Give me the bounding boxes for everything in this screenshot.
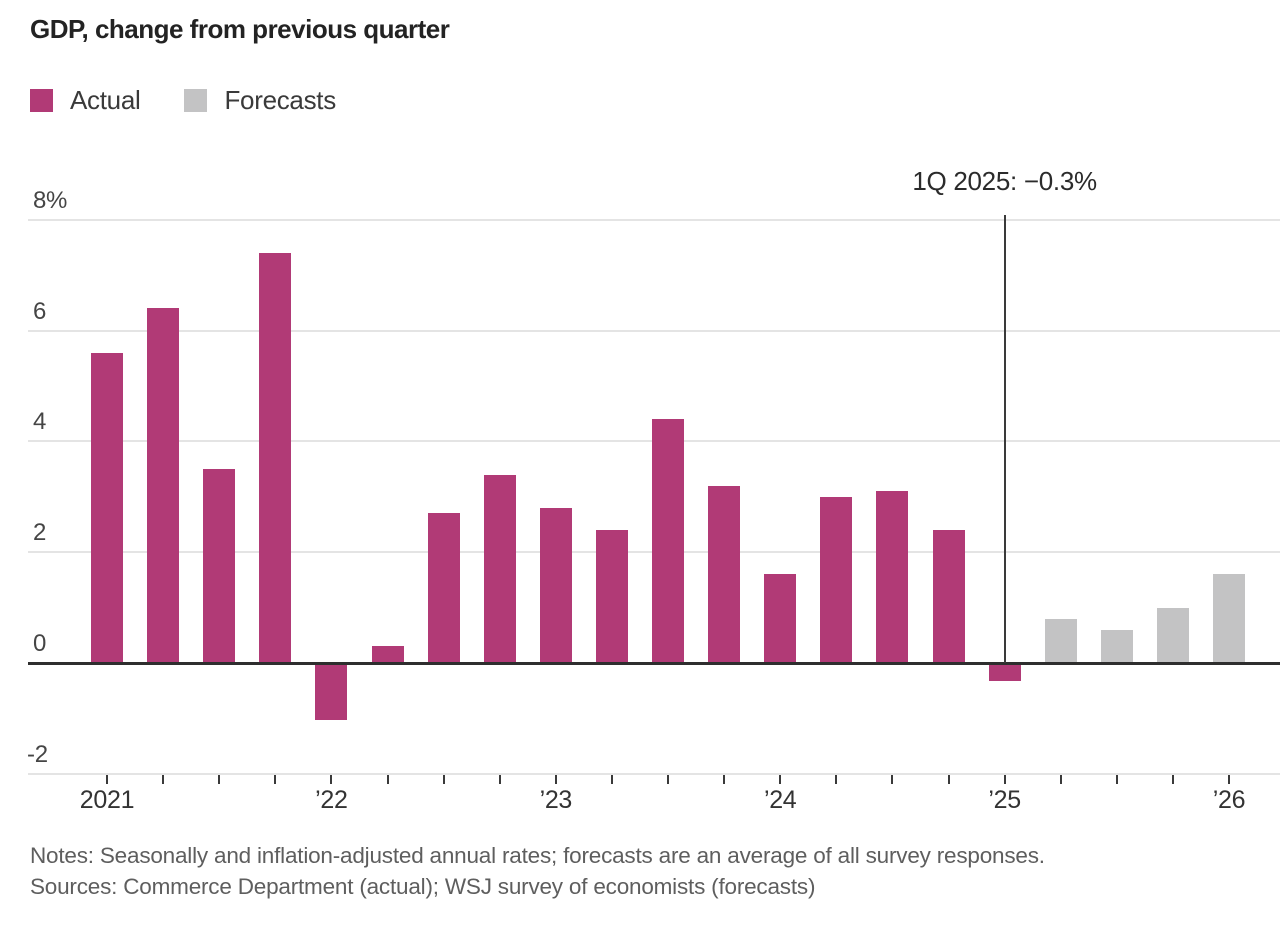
x-axis-tick-3Q-2021 xyxy=(218,775,221,784)
forecast-bar-3Q-2025 xyxy=(1100,629,1133,663)
actual-bar-2Q-2023 xyxy=(595,530,628,663)
gridline-8 xyxy=(28,218,1280,221)
x-axis-label-25: ’25 xyxy=(988,786,1021,814)
x-axis-tick-4Q-2024 xyxy=(947,775,950,784)
x-axis-label-24: ’24 xyxy=(763,786,797,814)
chart-sources: Sources: Commerce Department (actual); W… xyxy=(30,874,816,899)
x-axis-label-22: ’22 xyxy=(315,786,348,814)
actual-swatch-icon xyxy=(30,89,53,112)
actual-bar-1Q-2025 xyxy=(988,664,1021,682)
x-axis-tick-3Q-2025 xyxy=(1115,775,1118,784)
actual-bar-3Q-2021 xyxy=(203,469,236,663)
actual-bar-4Q-2024 xyxy=(932,530,965,663)
zero-axis-line xyxy=(28,661,1280,665)
x-axis-label-2021: 2021 xyxy=(79,786,135,814)
x-axis-tick-2Q-2024 xyxy=(835,775,838,784)
gridline--2 xyxy=(28,772,1280,775)
gridline-6 xyxy=(28,329,1280,332)
x-axis-label-23: ’23 xyxy=(539,786,573,814)
chart-legend: Actual Forecasts xyxy=(30,85,364,116)
x-axis-tick-4Q-2023 xyxy=(723,775,726,784)
x-axis-tick-3Q-2024 xyxy=(891,775,894,784)
x-axis-tick-2Q-2025 xyxy=(1059,775,1062,784)
actual-bar-4Q-2023 xyxy=(708,485,741,663)
actual-bar-4Q-2022 xyxy=(483,474,516,663)
chart-title: GDP, change from previous quarter xyxy=(30,14,450,44)
x-axis-tick-2Q-2022 xyxy=(386,775,389,784)
actual-bar-3Q-2022 xyxy=(427,513,460,663)
actual-bar-4Q-2021 xyxy=(259,253,292,663)
x-axis-tick-1Q-2021 xyxy=(106,775,108,784)
x-axis-tick-1Q-2026 xyxy=(1228,775,1230,784)
x-axis-tick-3Q-2023 xyxy=(667,775,669,784)
y-axis-label-2: 2 xyxy=(33,519,47,547)
actual-bar-1Q-2021 xyxy=(91,352,123,663)
forecast-bar-4Q-2025 xyxy=(1156,607,1189,663)
actual-bar-1Q-2022 xyxy=(315,664,348,720)
legend-actual-label: Actual xyxy=(70,85,141,115)
x-axis-tick-1Q-2025 xyxy=(1003,775,1006,784)
x-axis-tick-1Q-2023 xyxy=(554,775,557,784)
x-axis-tick-1Q-2022 xyxy=(330,775,333,784)
y-axis-label--2: -2 xyxy=(27,740,48,768)
actual-bar-2Q-2021 xyxy=(147,308,180,663)
x-axis-tick-2Q-2023 xyxy=(610,775,613,784)
x-axis-tick-4Q-2022 xyxy=(498,775,501,784)
actual-bar-2Q-2024 xyxy=(820,496,853,663)
chart-notes: Notes: Seasonally and inflation-adjusted… xyxy=(30,843,1045,868)
actual-bar-1Q-2024 xyxy=(764,574,797,663)
legend-forecasts-label: Forecasts xyxy=(224,85,336,115)
legend-item-forecasts: Forecasts xyxy=(184,85,336,116)
annotation-label: 1Q 2025: −0.3% xyxy=(912,166,1097,196)
y-axis-label-4: 4 xyxy=(33,408,47,436)
forecast-bar-2Q-2025 xyxy=(1044,618,1077,663)
actual-bar-3Q-2024 xyxy=(876,491,909,663)
actual-bar-3Q-2023 xyxy=(652,419,684,663)
x-axis-tick-2Q-2021 xyxy=(162,775,165,784)
y-axis-label-6: 6 xyxy=(33,297,47,325)
annotation-callout-line xyxy=(1003,215,1006,663)
forecast-swatch-icon xyxy=(184,89,208,112)
forecast-bar-1Q-2026 xyxy=(1213,574,1245,663)
y-axis-label-8: 8% xyxy=(33,186,68,214)
x-axis-tick-4Q-2021 xyxy=(274,775,277,784)
y-axis-label-0: 0 xyxy=(33,630,47,657)
actual-bar-2Q-2022 xyxy=(371,646,404,663)
x-axis-tick-1Q-2024 xyxy=(779,775,782,784)
x-axis-tick-3Q-2022 xyxy=(442,775,445,784)
legend-item-actual: Actual xyxy=(30,85,141,116)
x-axis-label-26: ’26 xyxy=(1212,786,1246,814)
x-axis-tick-4Q-2025 xyxy=(1171,775,1174,784)
actual-bar-1Q-2023 xyxy=(539,507,572,663)
